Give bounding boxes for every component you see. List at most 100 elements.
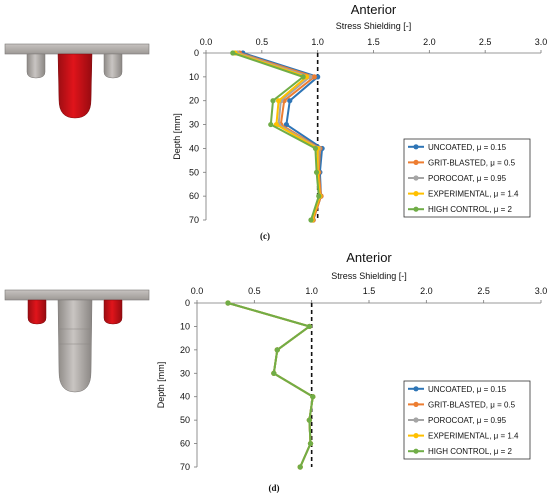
- legend-entry: GRIT-BLASTED, μ = 0.5: [428, 158, 516, 167]
- data-point: [306, 323, 312, 330]
- legend-entry: EXPERIMENTAL, μ = 1.4: [428, 190, 519, 199]
- x-tick-label: 0.5: [248, 286, 261, 296]
- y-tick-label: 60: [189, 191, 199, 201]
- implant-plate: [4, 289, 150, 301]
- x-tick-label: 1.5: [367, 37, 380, 47]
- y-axis-label: Depth [mm]: [172, 113, 182, 160]
- legend-swatch-marker: [413, 144, 419, 150]
- y-tick-label: 30: [189, 120, 199, 130]
- data-point: [270, 98, 276, 104]
- series-line: [227, 302, 314, 468]
- legend-entry: POROCOAT, μ = 0.95: [428, 416, 507, 425]
- x-tick-label: 2.5: [477, 286, 490, 296]
- panel-label: (d): [269, 483, 280, 493]
- data-point: [310, 394, 316, 400]
- y-tick-label: 10: [189, 72, 199, 82]
- series-line: [232, 52, 320, 221]
- data-point: [297, 464, 303, 470]
- y-tick-label: 60: [180, 439, 190, 449]
- data-point: [300, 74, 306, 80]
- data-point: [313, 169, 320, 175]
- x-tick-label: 1.0: [305, 286, 318, 296]
- data-point: [307, 440, 314, 447]
- legend-entry: HIGH CONTROL, μ = 2: [428, 447, 513, 456]
- x-tick-label: 0.5: [256, 37, 269, 47]
- legend-box: [403, 138, 531, 218]
- legend-entry: HIGH CONTROL, μ = 2: [428, 205, 513, 214]
- data-point: [306, 417, 312, 423]
- data-point: [271, 370, 277, 376]
- legend-swatch-marker: [413, 206, 419, 212]
- data-point: [275, 98, 282, 104]
- x-axis-label: Stress Shielding [-]: [331, 271, 407, 281]
- legend-swatch-marker: [413, 386, 419, 392]
- series-line: [227, 302, 314, 468]
- implant-peg-left: [26, 53, 46, 79]
- y-axis-label: Depth [mm]: [156, 362, 166, 409]
- legend-swatch-marker: [413, 448, 419, 454]
- legend-entry: EXPERIMENTAL, μ = 1.4: [428, 432, 519, 441]
- legend-entry: UNCOATED, μ = 0.15: [428, 385, 507, 394]
- y-tick-label: 0: [194, 48, 199, 58]
- y-tick-label: 70: [189, 215, 199, 225]
- series-line: [227, 302, 314, 468]
- x-tick-label: 2.5: [479, 37, 492, 47]
- data-point: [311, 74, 317, 80]
- data-point: [225, 300, 231, 306]
- x-axis-label: Stress Shielding [-]: [336, 21, 412, 31]
- implant-illustration-d: [4, 289, 150, 393]
- y-tick-label: 50: [180, 415, 190, 425]
- y-tick-label: 30: [180, 368, 190, 378]
- chart-title: Anterior: [351, 2, 397, 17]
- y-tick-label: 50: [189, 167, 199, 177]
- legend-entry: POROCOAT, μ = 0.95: [428, 174, 507, 183]
- x-tick-label: 1.0: [311, 37, 324, 47]
- x-tick-label: 2.0: [423, 37, 436, 47]
- implant-stem: [57, 53, 93, 119]
- chart-title: Anterior: [346, 250, 392, 265]
- y-tick-label: 40: [180, 392, 190, 402]
- legend-swatch-marker: [413, 159, 419, 165]
- data-point: [230, 50, 236, 56]
- data-point: [268, 121, 274, 128]
- legend-swatch-marker: [413, 191, 419, 197]
- data-point: [287, 98, 293, 104]
- x-tick-label: 3.0: [535, 286, 548, 296]
- data-point: [312, 145, 319, 152]
- implant-peg-left: [27, 299, 47, 325]
- x-tick-label: 0.0: [200, 37, 213, 47]
- series-line: [227, 302, 314, 468]
- data-point: [283, 121, 289, 128]
- y-tick-label: 10: [180, 321, 190, 331]
- legend-entry: UNCOATED, μ = 0.15: [428, 143, 507, 152]
- data-point: [316, 193, 322, 199]
- data-point: [274, 347, 280, 353]
- chart-panel-d: Anterior Stress Shielding [-] Depth [mm] 0.…: [156, 250, 547, 493]
- implant-stem: [57, 299, 93, 393]
- legend-swatch-marker: [413, 175, 419, 181]
- y-tick-label: 70: [180, 462, 190, 472]
- legend-entry: GRIT-BLASTED, μ = 0.5: [428, 400, 516, 409]
- series-line: [227, 302, 314, 468]
- x-tick-label: 0.0: [191, 286, 204, 296]
- x-tick-label: 2.0: [420, 286, 433, 296]
- x-tick-label: 1.5: [363, 286, 376, 296]
- legend-swatch-marker: [413, 401, 419, 407]
- y-tick-label: 20: [180, 345, 190, 355]
- legend-swatch-marker: [413, 433, 419, 439]
- data-point: [308, 217, 314, 223]
- y-tick-label: 40: [189, 143, 199, 153]
- implant-plate: [4, 43, 150, 55]
- series-line: [234, 52, 321, 221]
- implant-illustration-c: [4, 43, 150, 119]
- legend-box: [403, 380, 531, 460]
- legend-swatch-marker: [413, 417, 419, 423]
- y-tick-label: 0: [185, 298, 190, 308]
- x-tick-label: 3.0: [535, 37, 548, 47]
- implant-peg-right: [103, 53, 123, 79]
- panel-label: (c): [260, 231, 270, 241]
- y-tick-label: 20: [189, 96, 199, 106]
- chart-panel-c: Anterior Stress Shielding [-] Depth [mm] 0.…: [172, 2, 547, 241]
- implant-peg-right: [103, 299, 123, 325]
